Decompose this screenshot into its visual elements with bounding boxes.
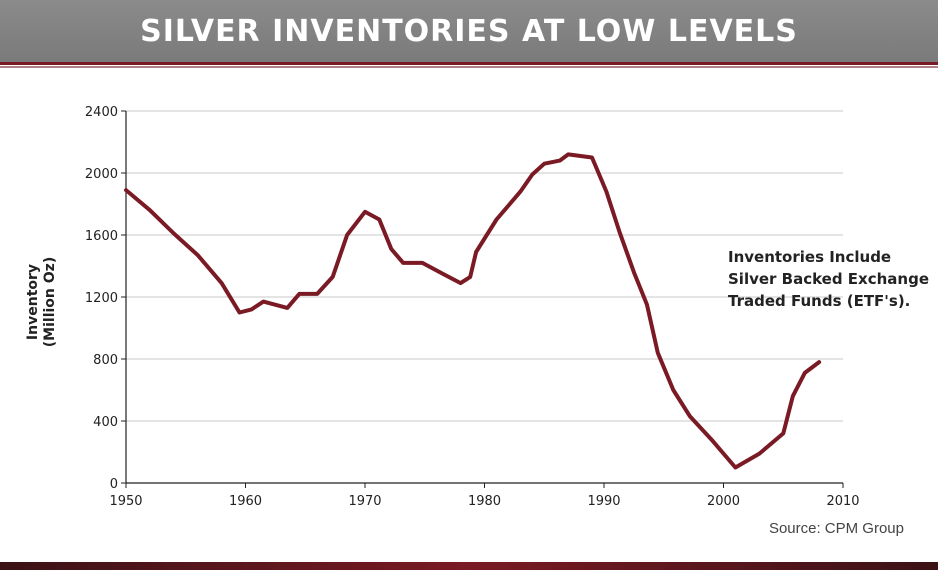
title-divider [0,62,938,65]
x-tick-label: 1950 [109,494,142,509]
annotation-line-2: Silver Backed Exchange [728,270,930,288]
etf-annotation: Inventories Include Silver Backed Exchan… [728,246,933,312]
x-tick-label: 2000 [707,494,740,509]
bottom-bar [0,562,938,570]
title-divider-light [0,66,938,68]
x-tick-label: 1970 [348,494,381,509]
x-tick-label: 1960 [229,494,262,509]
series-lines [124,152,822,470]
y-tick-label: 1600 [85,229,118,244]
y-axis-label-line1: Inventory [25,263,41,341]
y-tick-label: 400 [93,415,118,430]
y-axis-label: Inventory (Million Oz) [25,257,59,347]
y-tick-label: 0 [110,477,118,492]
y-tick-labels: 0 400 800 1200 1600 2000 2400 [85,105,118,492]
y-tick-label: 1200 [85,291,118,306]
source-note: Source: CPM Group [768,520,904,537]
annotation-line-1: Inventories Include [728,248,892,266]
x-tick-label: 1980 [468,494,501,509]
y-tick-label: 800 [93,353,118,368]
annotation-line-3: Traded Funds (ETF's). [728,292,911,310]
y-tick-label: 2400 [85,105,118,120]
x-tick-label: 1990 [587,494,620,509]
page-title: SILVER INVENTORIES AT LOW LEVELS [140,13,798,49]
y-axis-label-line2: (Million Oz) [42,256,58,348]
x-tick-labels: 1950 1960 1970 1980 1990 2000 2010 [109,494,859,509]
title-bar: SILVER INVENTORIES AT LOW LEVELS [0,0,938,62]
x-tick-label: 2010 [826,494,859,509]
series-line-0 [124,152,822,470]
y-tick-label: 2000 [85,167,118,182]
axes [121,110,844,488]
